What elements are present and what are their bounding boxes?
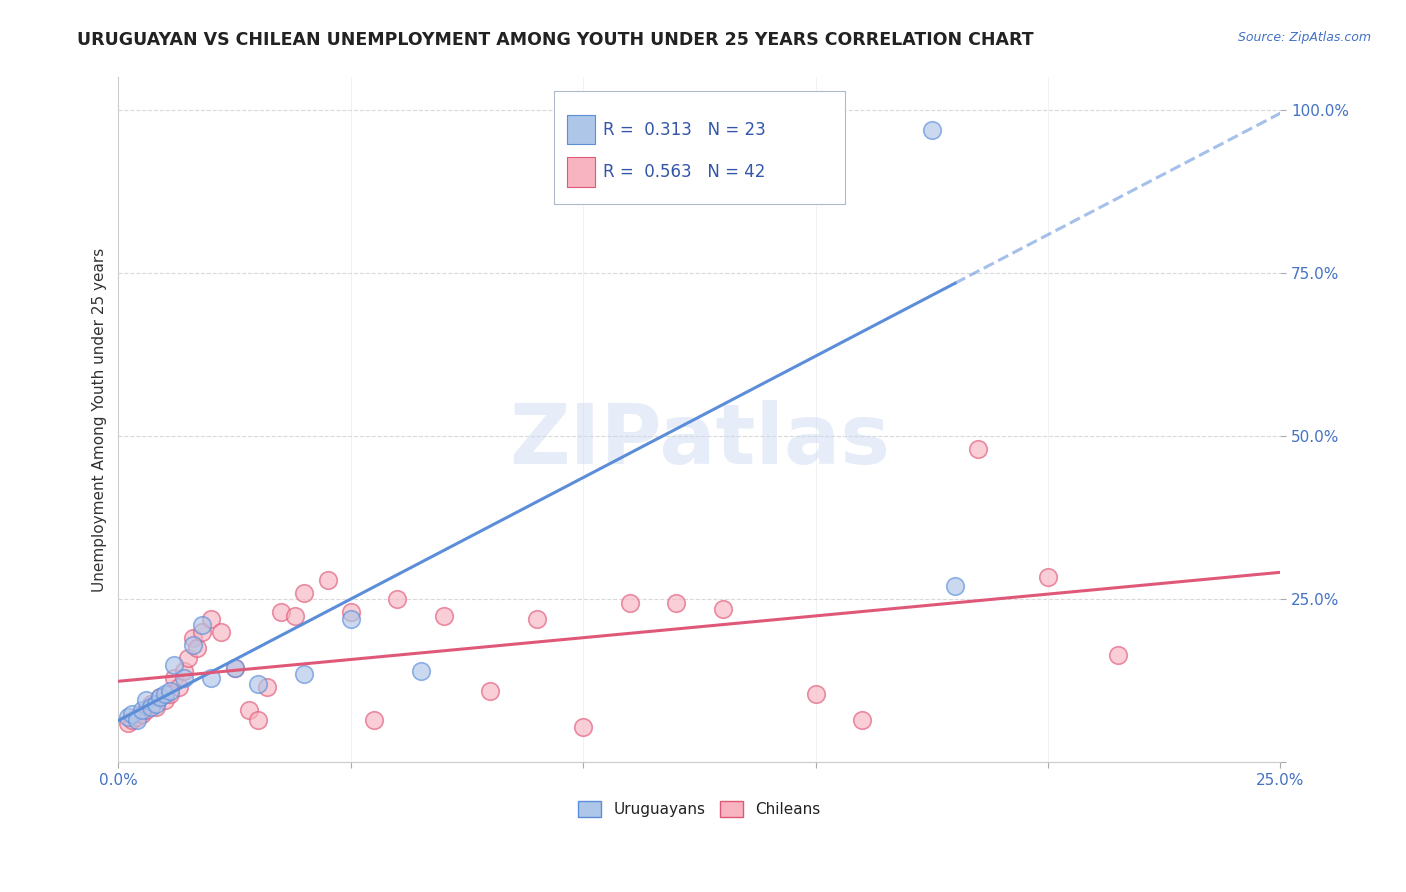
Point bbox=[224, 661, 246, 675]
Point bbox=[200, 612, 222, 626]
Point bbox=[173, 664, 195, 678]
Text: URUGUAYAN VS CHILEAN UNEMPLOYMENT AMONG YOUTH UNDER 25 YEARS CORRELATION CHART: URUGUAYAN VS CHILEAN UNEMPLOYMENT AMONG … bbox=[77, 31, 1033, 49]
Point bbox=[292, 667, 315, 681]
Point bbox=[181, 638, 204, 652]
Point bbox=[804, 687, 827, 701]
Point bbox=[270, 606, 292, 620]
Point bbox=[238, 703, 260, 717]
FancyBboxPatch shape bbox=[567, 115, 595, 145]
Point bbox=[572, 720, 595, 734]
Text: Source: ZipAtlas.com: Source: ZipAtlas.com bbox=[1237, 31, 1371, 45]
Point bbox=[131, 706, 153, 721]
Text: R =  0.563   N = 42: R = 0.563 N = 42 bbox=[603, 163, 766, 181]
Point bbox=[163, 671, 186, 685]
Point bbox=[526, 612, 548, 626]
Point bbox=[173, 671, 195, 685]
Point bbox=[433, 608, 456, 623]
Point bbox=[758, 122, 780, 136]
Text: ZIPatlas: ZIPatlas bbox=[509, 400, 890, 481]
Point bbox=[135, 693, 157, 707]
Point bbox=[619, 596, 641, 610]
Point bbox=[125, 713, 148, 727]
Legend: Uruguayans, Chileans: Uruguayans, Chileans bbox=[572, 795, 827, 823]
Point bbox=[167, 681, 190, 695]
Point bbox=[117, 710, 139, 724]
Point bbox=[186, 641, 208, 656]
Point bbox=[340, 606, 363, 620]
Point bbox=[409, 664, 432, 678]
Point bbox=[131, 703, 153, 717]
Point bbox=[711, 602, 734, 616]
Point bbox=[246, 713, 269, 727]
Point bbox=[1107, 648, 1129, 662]
Point bbox=[967, 442, 990, 457]
Point bbox=[256, 681, 278, 695]
Point bbox=[921, 122, 943, 136]
Point bbox=[149, 690, 172, 705]
Point bbox=[145, 697, 167, 711]
Point bbox=[292, 586, 315, 600]
Point bbox=[851, 713, 873, 727]
Point bbox=[139, 697, 162, 711]
Point bbox=[149, 690, 172, 705]
Point bbox=[387, 592, 409, 607]
Point bbox=[479, 683, 502, 698]
Point bbox=[139, 700, 162, 714]
FancyBboxPatch shape bbox=[554, 91, 845, 204]
Point bbox=[125, 710, 148, 724]
Point bbox=[117, 716, 139, 731]
Point bbox=[340, 612, 363, 626]
Point bbox=[1036, 569, 1059, 583]
Point bbox=[224, 661, 246, 675]
Point bbox=[121, 713, 143, 727]
Point bbox=[246, 677, 269, 691]
Text: R =  0.313   N = 23: R = 0.313 N = 23 bbox=[603, 120, 766, 138]
Point bbox=[135, 703, 157, 717]
Point bbox=[665, 596, 688, 610]
FancyBboxPatch shape bbox=[567, 157, 595, 187]
Point bbox=[191, 624, 214, 639]
Point bbox=[209, 624, 232, 639]
Point bbox=[163, 657, 186, 672]
Point bbox=[159, 683, 181, 698]
Point bbox=[159, 687, 181, 701]
Point bbox=[316, 573, 339, 587]
Point bbox=[200, 671, 222, 685]
Point bbox=[181, 632, 204, 646]
Point bbox=[145, 700, 167, 714]
Point bbox=[943, 579, 966, 593]
Point bbox=[177, 651, 200, 665]
Point bbox=[153, 687, 176, 701]
Point bbox=[363, 713, 385, 727]
Point bbox=[153, 693, 176, 707]
Point bbox=[284, 608, 307, 623]
Point bbox=[121, 706, 143, 721]
Point bbox=[191, 618, 214, 632]
Y-axis label: Unemployment Among Youth under 25 years: Unemployment Among Youth under 25 years bbox=[93, 248, 107, 592]
